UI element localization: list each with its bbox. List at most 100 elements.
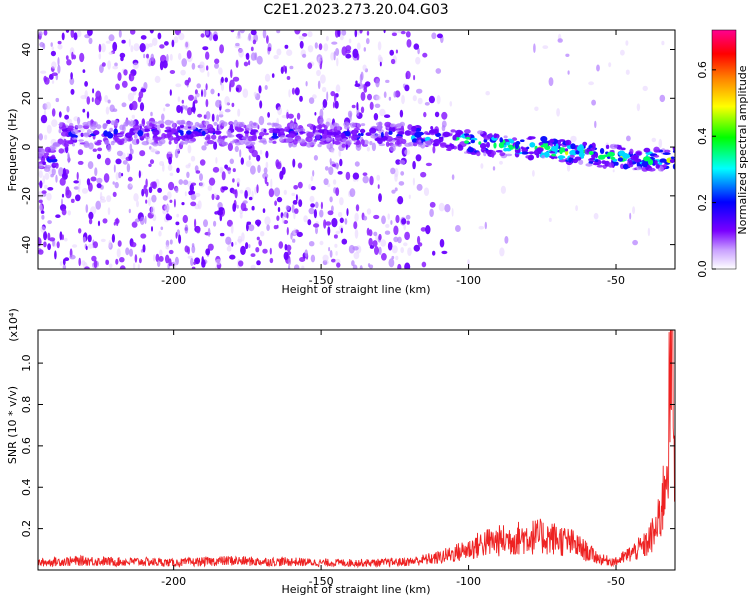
spectrogram-cell (232, 178, 235, 183)
spectrogram-cell (100, 238, 106, 243)
spectrogram-cell (133, 124, 141, 129)
spectrogram-cell (421, 261, 427, 268)
spectrogram-cell (328, 247, 331, 252)
spectrogram-cell (139, 43, 146, 53)
spectrogram-cell (203, 219, 208, 228)
spectrogram-cell (654, 160, 658, 165)
colorbar-tick-label: 0.6 (696, 61, 709, 79)
spectrogram-cell (47, 220, 52, 225)
spectrogram-cell (70, 198, 75, 203)
spectrogram-cell (58, 167, 64, 177)
spectrogram-cell (568, 157, 572, 163)
spectrogram-cell (304, 249, 308, 258)
spectrogram-cell (243, 61, 249, 67)
spectrogram-cell (307, 31, 313, 38)
spectrogram-cell (113, 128, 118, 135)
spectrogram-cell (168, 249, 174, 255)
spectrogram-cell (557, 38, 563, 43)
spectrogram-cell (366, 208, 372, 215)
spectrogram-cell (380, 132, 384, 138)
spectrogram-cell (451, 207, 454, 217)
spectrogram-cell (239, 209, 244, 214)
spectrogram-cell (107, 60, 111, 70)
colorbar: 0.0 0.2 0.4 0.6 Normalized spectral amplitu… (696, 29, 749, 278)
spectrogram-cell (276, 30, 281, 34)
spectrogram-cell (149, 159, 155, 165)
spectrogram-cell (157, 259, 161, 268)
spectrogram-cell (130, 30, 136, 35)
spectrogram-cell (567, 70, 570, 75)
spectrogram-cell (395, 49, 398, 54)
spectrogram-cell (195, 226, 201, 234)
spectrogram-cell (46, 124, 52, 134)
spectrogram-cell (632, 239, 638, 246)
spectrogram-cell (184, 138, 189, 145)
spectrogram-cell (273, 54, 279, 60)
spectrogram-cell (585, 163, 593, 167)
spectrogram-cell (119, 257, 125, 263)
spectrogram-cell (181, 58, 187, 67)
spectrogram-cell (335, 135, 342, 142)
spectrogram-cell (194, 218, 197, 228)
spectrogram-cell (264, 176, 268, 185)
spectrogram-cell (40, 70, 47, 74)
spectrogram-cell (292, 238, 296, 243)
spectrogram-cell (432, 250, 436, 256)
spectrogram-cell (375, 78, 380, 88)
spectrogram-cell (215, 99, 222, 108)
spectrogram-cell (224, 108, 231, 113)
spectrogram-cell (352, 129, 357, 136)
spectrogram-cell (480, 163, 484, 169)
spectrogram-cell (185, 121, 194, 127)
spectrogram-cell (45, 164, 52, 169)
spectrogram-cell (207, 185, 212, 191)
spectrogram-cell (61, 208, 67, 216)
spectrogram-cell (117, 72, 122, 81)
spectrogram-cell (369, 245, 374, 249)
spectrogram-cell (432, 145, 436, 154)
spectrogram-cell (102, 218, 108, 224)
spectrogram-cell (610, 156, 616, 160)
spectrogram-cell (389, 49, 395, 56)
spectrogram-cell (394, 187, 398, 192)
spectrogram-cell (178, 53, 182, 60)
snr-x-ticks: -200 -150 -100 -50 (161, 330, 625, 588)
spectrogram-cell (420, 139, 426, 142)
spectrogram-cell (423, 131, 429, 135)
spectrogram-cell (565, 139, 572, 146)
spectrogram-cell (218, 207, 225, 212)
spectrogram-cell (252, 131, 256, 135)
spectrogram-cell (81, 188, 89, 194)
spectrogram-cell (239, 212, 243, 219)
spectrogram-cell (520, 139, 525, 142)
spectrogram-cell (137, 264, 140, 269)
spectrogram-cell (150, 142, 157, 146)
spectrogram-cell (216, 114, 220, 122)
spectrogram-cell (107, 144, 112, 152)
spectrogram-cell (357, 30, 360, 36)
spectrogram-cell (259, 131, 265, 137)
spectrogram-cell (58, 111, 62, 118)
spectrogram-cell (78, 178, 82, 186)
spectrogram-cell (127, 152, 130, 157)
spectrogram-cell (84, 266, 90, 269)
spectrogram-cell (139, 257, 142, 264)
y-tick-label: 0.2 (20, 520, 33, 538)
spectrogram-cell (635, 166, 642, 170)
spectrogram-cell (372, 240, 378, 247)
spectrogram-cell (390, 123, 394, 128)
spectrogram-cell (187, 107, 193, 116)
spectrogram-cell (192, 100, 196, 110)
spectrogram-cell (647, 159, 654, 166)
spectrogram-cell (360, 139, 365, 146)
snr-y-ticks: 0.2 0.4 0.6 0.8 1.0 (20, 354, 675, 537)
spectrogram-cell (342, 138, 348, 143)
spectrogram-cell (275, 123, 282, 130)
spectrogram-frame (37, 29, 676, 270)
spectrogram-cell (208, 128, 214, 132)
spectrogram-cell (235, 59, 239, 68)
spectrogram-cell (356, 42, 361, 50)
spectrogram-cell (532, 170, 535, 177)
spectrogram-cell (276, 48, 282, 56)
spectrogram-cell (44, 172, 50, 180)
